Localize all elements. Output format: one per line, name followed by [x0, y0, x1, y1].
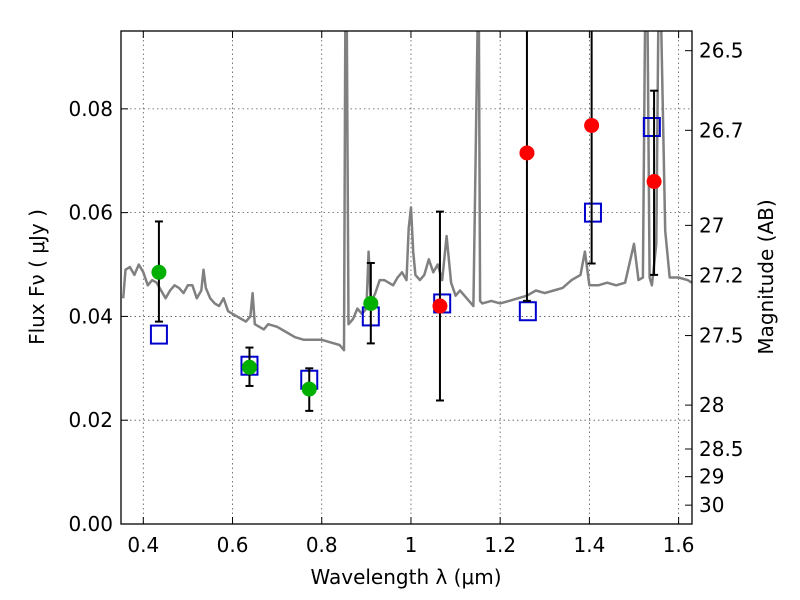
- x-axis-label: Wavelength λ (μm): [310, 565, 501, 589]
- series-layer: [121, 31, 692, 412]
- ticks: 0.4 0.6 0.8 1 1.2 1.4 1.6 0.00 0.02 0.04 0.06 0.08 2…: [68, 31, 744, 557]
- model-flux-square: [518, 301, 537, 322]
- right-tick-label: 26.5: [699, 39, 744, 63]
- y-tick-label: 0.02: [68, 408, 113, 432]
- right-tick-label: 26.7: [699, 118, 744, 142]
- grid: [121, 31, 692, 525]
- model-flux-square: [642, 117, 661, 138]
- right-tick-label: 28.5: [699, 437, 744, 461]
- model-flux-square: [149, 324, 168, 345]
- observed-flux-point: [241, 359, 257, 375]
- right-tick-label: 27.5: [699, 324, 744, 348]
- observed-flux-point: [301, 381, 317, 397]
- x-tick-label: 0.4: [127, 533, 159, 557]
- y-axis-label: Flux Fν ( μJy ): [25, 209, 49, 345]
- x-tick-label: 1.2: [484, 533, 516, 557]
- right-tick-label: 30: [699, 493, 724, 517]
- model-flux-square: [583, 202, 602, 223]
- observed-flux-point: [363, 295, 379, 311]
- y-tick-label: 0.06: [68, 201, 113, 225]
- x-tick-label: 1: [405, 533, 418, 557]
- x-tick-label: 0.6: [217, 533, 249, 557]
- y-tick-label: 0.08: [68, 97, 113, 121]
- right-axis-label: Magnitude (AB): [754, 199, 778, 354]
- observed-flux-point: [519, 145, 535, 161]
- right-tick-label: 28: [699, 393, 724, 417]
- right-tick-label: 27.2: [699, 264, 744, 288]
- x-tick-label: 1.4: [573, 533, 605, 557]
- observed-flux-point: [151, 264, 167, 280]
- y-tick-label: 0.00: [68, 512, 113, 536]
- plot-frame: [120, 30, 693, 525]
- right-tick-label: 29: [699, 465, 724, 489]
- model-spectrum-line: [121, 31, 692, 352]
- observed-flux-point: [432, 298, 448, 314]
- observed-flux-point: [584, 117, 600, 133]
- x-tick-label: 0.8: [306, 533, 338, 557]
- x-tick-label: 1.6: [663, 533, 695, 557]
- right-tick-label: 27: [699, 213, 724, 237]
- observed-flux-point: [646, 173, 662, 189]
- y-tick-label: 0.04: [68, 304, 113, 328]
